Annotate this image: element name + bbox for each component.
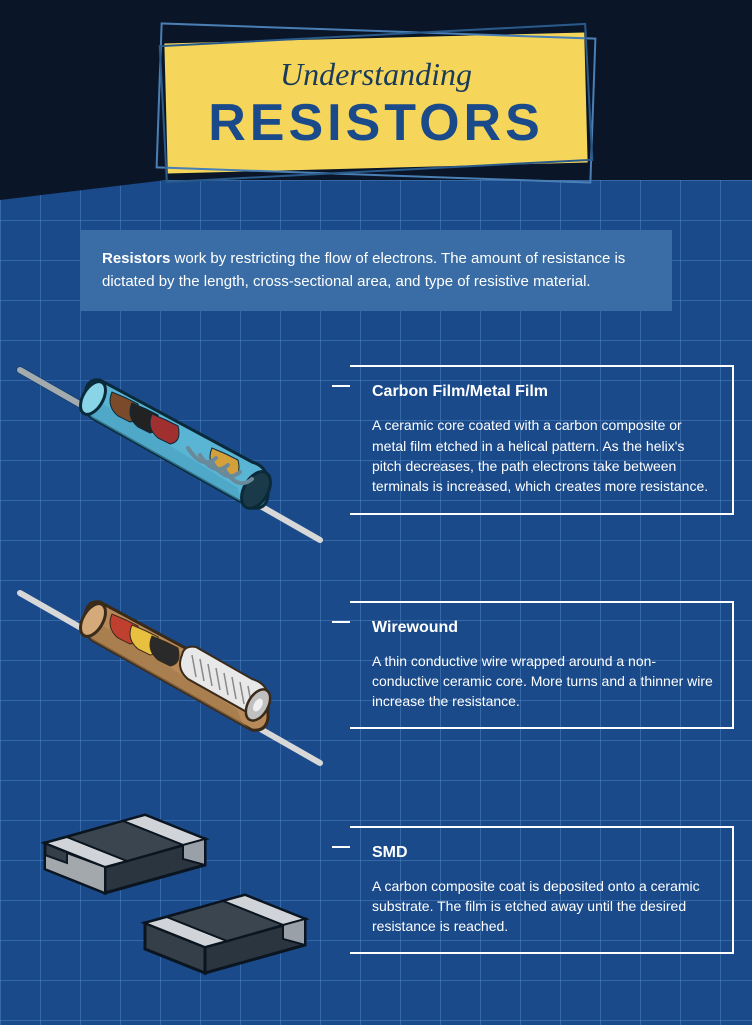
body-smd: A carbon composite coat is deposited ont… — [372, 876, 714, 937]
illus-wirewound — [0, 560, 340, 770]
title-line-2: RESISTORS — [166, 93, 586, 153]
textbox-wirewound: Wirewound A thin conductive wire wrapped… — [350, 601, 734, 730]
intro-text: work by restricting the flow of electron… — [102, 250, 625, 290]
title-line-1: Understanding — [166, 56, 586, 93]
heading-smd: SMD — [372, 844, 714, 862]
intro-strong: Resistors — [102, 250, 170, 267]
heading-wirewound: Wirewound — [372, 619, 714, 637]
body-carbon-film: A ceramic core coated with a carbon comp… — [372, 415, 714, 496]
illus-carbon-film — [0, 330, 340, 550]
section-wirewound: Wirewound A thin conductive wire wrapped… — [0, 560, 734, 770]
body-wirewound: A thin conductive wire wrapped around a … — [372, 651, 714, 712]
heading-carbon-film: Carbon Film/Metal Film — [372, 383, 714, 401]
textbox-smd: SMD A carbon composite coat is deposited… — [350, 826, 734, 955]
intro-box: Resistors work by restricting the flow o… — [80, 230, 672, 311]
section-smd: SMD A carbon composite coat is deposited… — [0, 780, 734, 1000]
illus-smd — [0, 780, 340, 1000]
textbox-carbon-film: Carbon Film/Metal Film A ceramic core co… — [350, 365, 734, 514]
title-card: Understanding RESISTORS — [166, 38, 586, 168]
section-carbon-film: Carbon Film/Metal Film A ceramic core co… — [0, 330, 734, 550]
